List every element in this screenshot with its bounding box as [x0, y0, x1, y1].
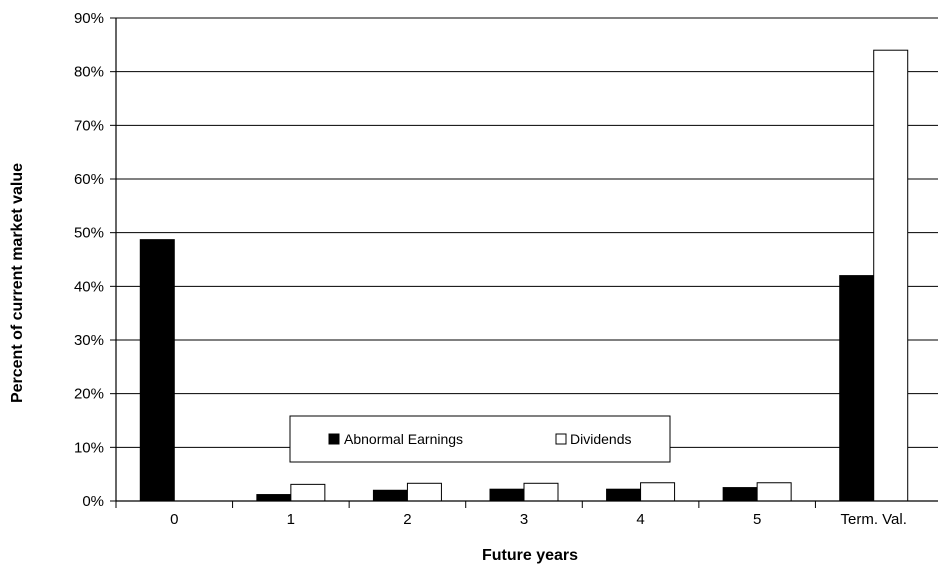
legend-swatch-dividends — [555, 433, 567, 445]
x-tick-label: 1 — [287, 511, 295, 528]
bar-abnormal-earnings-4 — [606, 488, 642, 502]
bars — [139, 49, 909, 502]
x-tick-label: 0 — [170, 511, 178, 528]
y-tick-label: 90% — [74, 10, 104, 27]
y-tick-label: 50% — [74, 225, 104, 242]
bar-dividends-4 — [640, 482, 676, 502]
y-tick-label: 10% — [74, 439, 104, 456]
bar-abnormal-earnings-3 — [489, 488, 525, 502]
axes — [110, 17, 938, 508]
bar-dividends-3 — [523, 482, 559, 502]
bar-abnormal-earnings-2 — [372, 489, 408, 502]
bar-abnormal-earnings-term-val — [839, 275, 875, 502]
bar-dividends-2 — [406, 482, 442, 502]
y-tick-label: 60% — [74, 171, 104, 188]
x-tick-label: 5 — [753, 511, 761, 528]
legend-label-dividends: Dividends — [570, 431, 631, 447]
x-tick-label: 2 — [403, 511, 411, 528]
x-axis-title: Future years — [482, 547, 578, 564]
x-tick-label: Term. Val. — [841, 511, 907, 528]
y-axis-title: Percent of current market value — [9, 163, 26, 403]
x-tick-labels: 0 1 2 3 4 5 Term. Val. — [170, 511, 907, 528]
gridlines — [116, 17, 938, 448]
x-tick-label: 3 — [520, 511, 528, 528]
x-tick-label: 4 — [636, 511, 644, 528]
bar-abnormal-earnings-5 — [722, 487, 758, 502]
y-tick-label: 0% — [82, 493, 104, 510]
y-tick-label: 80% — [74, 64, 104, 81]
y-tick-labels: 0% 10% 20% 30% 40% 50% 60% 70% 80% 90% — [74, 10, 104, 510]
legend-label-abnormal-earnings: Abnormal Earnings — [344, 431, 463, 447]
y-tick-label: 30% — [74, 332, 104, 349]
y-tick-label: 20% — [74, 386, 104, 403]
bar-abnormal-earnings-0 — [139, 239, 175, 502]
bar-dividends-term-val — [873, 49, 909, 502]
bar-dividends-5 — [756, 482, 792, 502]
legend: Abnormal Earnings Dividends — [289, 415, 671, 463]
y-tick-label: 70% — [74, 117, 104, 134]
bar-abnormal-earnings-1 — [256, 494, 292, 502]
legend-swatch-abnormal-earnings — [328, 433, 340, 445]
legend-box — [289, 415, 671, 463]
y-tick-label: 40% — [74, 278, 104, 295]
bar-dividends-1 — [290, 483, 326, 502]
